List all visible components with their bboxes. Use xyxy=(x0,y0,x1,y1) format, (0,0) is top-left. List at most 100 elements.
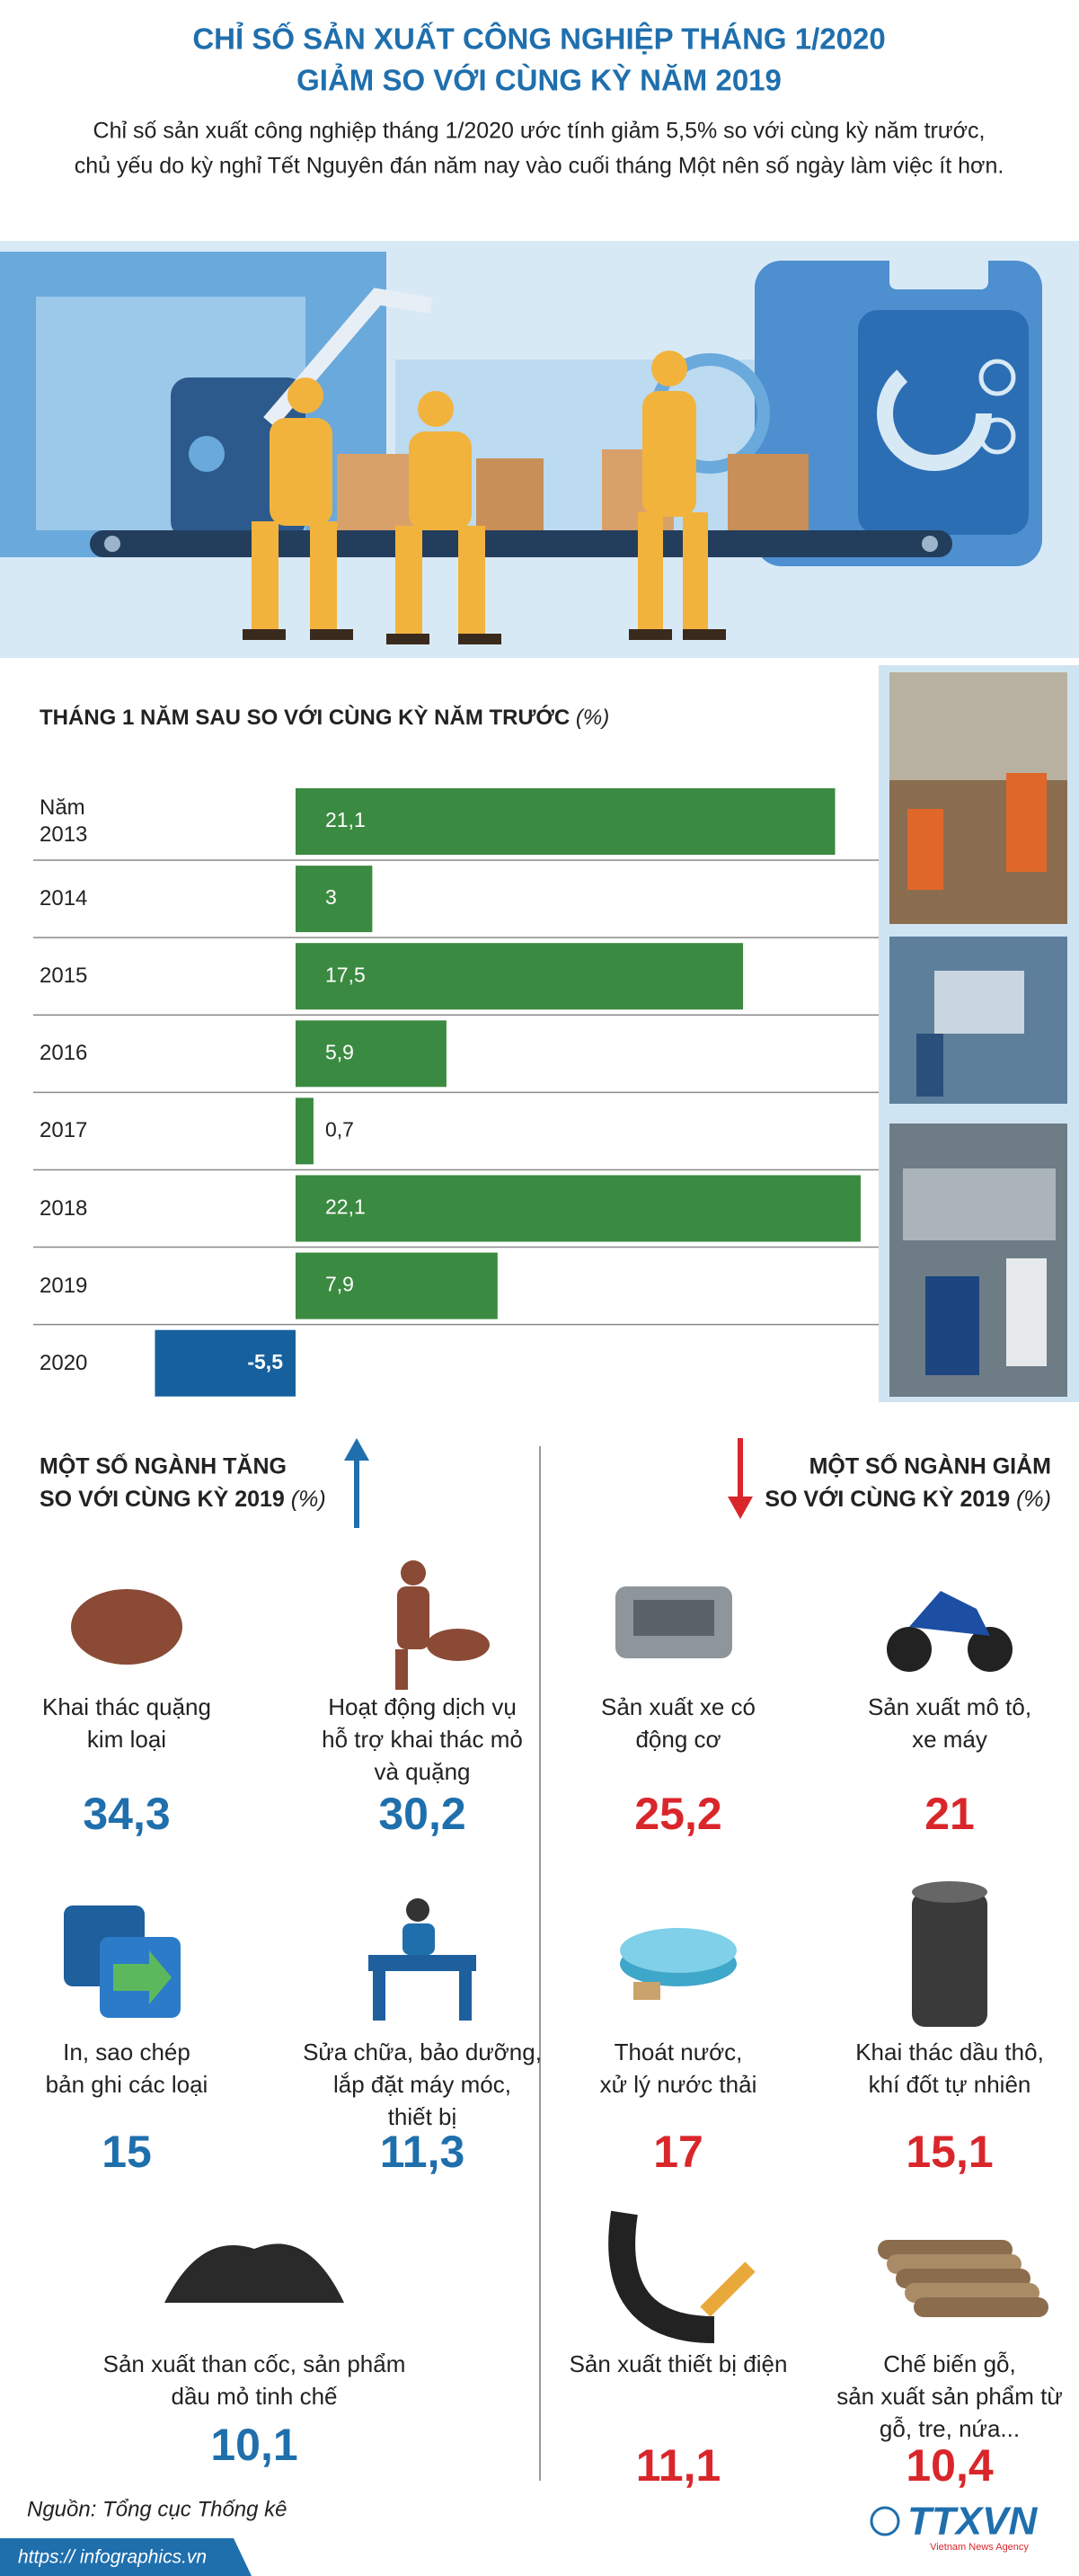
value-label: 5,9 xyxy=(325,1040,354,1063)
item-icon xyxy=(164,2243,344,2303)
title-line: CHỈ SỐ SẢN XUẤT CÔNG NGHIỆP THÁNG 1/2020 xyxy=(192,22,885,56)
item-name: Sản xuất thiết bị điện xyxy=(570,2350,788,2377)
up-arrow xyxy=(344,1438,369,1528)
item-name: Chế biến gỗ, xyxy=(883,2350,1015,2377)
chart-unit: (%) xyxy=(576,706,609,730)
icon-shape xyxy=(700,2261,756,2317)
item-name: Thoát nước, xyxy=(615,2039,743,2065)
icon-shape xyxy=(633,1600,714,1636)
icon-shape xyxy=(402,1923,435,1955)
decrease-title: SO VỚI CÙNG KỲ 2019 (%) xyxy=(765,1485,1051,1512)
bar xyxy=(296,1097,314,1165)
item-name: lắp đặt máy móc, xyxy=(333,2071,511,2098)
icon-shape xyxy=(912,1892,987,2027)
down-arrow xyxy=(728,1438,753,1519)
item-name: sản xuất sản phẩm từ xyxy=(836,2383,1063,2410)
value-label: -5,5 xyxy=(247,1350,283,1373)
value-label: 3 xyxy=(325,885,337,909)
subtitle-line: Chỉ số sản xuất công nghiệp tháng 1/2020… xyxy=(93,119,986,144)
icon-shape xyxy=(373,1971,385,2021)
bar xyxy=(155,1329,296,1397)
decrease-title-text: SO VỚI CÙNG KỲ 2019 xyxy=(765,1485,1010,1512)
item-icon xyxy=(615,1586,732,1658)
item-value: 10,4 xyxy=(906,2440,994,2491)
item-icon xyxy=(912,1881,987,2027)
icon-shape xyxy=(397,1586,429,1649)
logo-sub: Vietnam News Agency xyxy=(930,2542,1029,2553)
icon-shape xyxy=(71,1589,182,1665)
icon-shape xyxy=(909,1591,990,1636)
item-icon xyxy=(887,1591,1013,1672)
item-value: 11,3 xyxy=(380,2127,465,2177)
item-name: Hoạt động dịch vụ xyxy=(328,1693,517,1720)
category-label: 2017 xyxy=(40,1118,88,1143)
item-name: động cơ xyxy=(635,1726,721,1753)
value-label: 21,1 xyxy=(325,808,366,831)
item-icon xyxy=(368,1898,476,2021)
item-value: 30,2 xyxy=(378,1789,465,1839)
subtitle-line: chủ yếu do kỳ nghỉ Tết Nguyên đán năm na… xyxy=(75,154,1004,179)
category-label: 2019 xyxy=(40,1273,88,1298)
source: Nguồn: Tổng cục Thống kê xyxy=(27,2497,287,2521)
value-label: 0,7 xyxy=(325,1117,354,1141)
bar xyxy=(296,788,836,855)
icon-shape xyxy=(608,2210,715,2343)
item-name: Sản xuất than cốc, sản phẩm xyxy=(103,2350,406,2377)
increase-unit: (%) xyxy=(291,1487,326,1512)
item-name: Sửa chữa, bảo dưỡng, xyxy=(303,2039,542,2065)
item-name: kim loại xyxy=(87,1726,166,1753)
item-value: 11,1 xyxy=(636,2440,721,2491)
category-label: Năm 2013 xyxy=(40,795,88,847)
item-name: Sản xuất xe có xyxy=(601,1693,756,1720)
website: https:// infographics.vn xyxy=(18,2547,207,2568)
item-name: dầu mỏ tinh chế xyxy=(171,2383,338,2410)
icon-shape xyxy=(968,1627,1013,1672)
icon-shape xyxy=(914,2297,1048,2317)
decrease-unit: (%) xyxy=(1016,1487,1051,1512)
category-label: 2018 xyxy=(40,1195,88,1221)
icon-shape xyxy=(368,1955,476,1971)
category-label: 2020 xyxy=(40,1350,88,1375)
item-name: Sản xuất mô tô, xyxy=(868,1693,1031,1720)
bar xyxy=(296,1020,447,1088)
increase-title: MỘT SỐ NGÀNH TĂNG xyxy=(40,1452,287,1479)
item-value: 15 xyxy=(102,2127,152,2177)
item-value: 17 xyxy=(653,2127,703,2177)
bar xyxy=(296,866,373,933)
title-line: GIẢM SO VỚI CÙNG KỲ NĂM 2019 xyxy=(296,64,782,97)
value-label: 7,9 xyxy=(325,1273,354,1296)
item-icon xyxy=(395,1560,490,1690)
item-name: gỗ, tre, nứa... xyxy=(880,2415,1020,2442)
item-icon xyxy=(878,2240,1048,2317)
value-label: 17,5 xyxy=(325,963,366,986)
item-name: xe máy xyxy=(912,1726,987,1753)
icon-shape xyxy=(620,1928,737,1973)
item-icon xyxy=(608,2210,756,2343)
item-value: 21 xyxy=(924,1789,975,1839)
item-name: khí đốt tự nhiên xyxy=(869,2071,1031,2098)
bar xyxy=(296,1175,861,1242)
icon-shape xyxy=(427,1629,490,1661)
item-name: thiết bị xyxy=(388,2103,457,2130)
item-icon xyxy=(620,1928,737,2000)
item-icon xyxy=(64,1905,181,2018)
chart-title: THÁNG 1 NĂM SAU SO VỚI CÙNG KỲ NĂM TRƯỚC… xyxy=(40,705,609,730)
icon-shape xyxy=(164,2243,344,2303)
item-icon xyxy=(71,1589,182,1665)
item-value: 15,1 xyxy=(906,2127,993,2177)
chart-title-text: THÁNG 1 NĂM SAU SO VỚI CÙNG KỲ NĂM TRƯỚC xyxy=(40,705,570,730)
category-label: 2015 xyxy=(40,964,88,989)
increase-title-text: SO VỚI CÙNG KỲ 2019 xyxy=(40,1485,285,1512)
item-name: và quặng xyxy=(375,1758,471,1785)
icon-shape xyxy=(633,1982,660,2000)
icon-shape xyxy=(912,1881,987,1903)
category-label: 2014 xyxy=(40,886,88,911)
bar xyxy=(296,1252,498,1319)
item-value: 34,3 xyxy=(83,1789,170,1839)
icon-shape xyxy=(406,1898,429,1922)
item-name: Khai thác quặng xyxy=(42,1693,211,1720)
icon-shape xyxy=(113,1950,172,2004)
item-name: hỗ trợ khai thác mỏ xyxy=(322,1726,523,1753)
